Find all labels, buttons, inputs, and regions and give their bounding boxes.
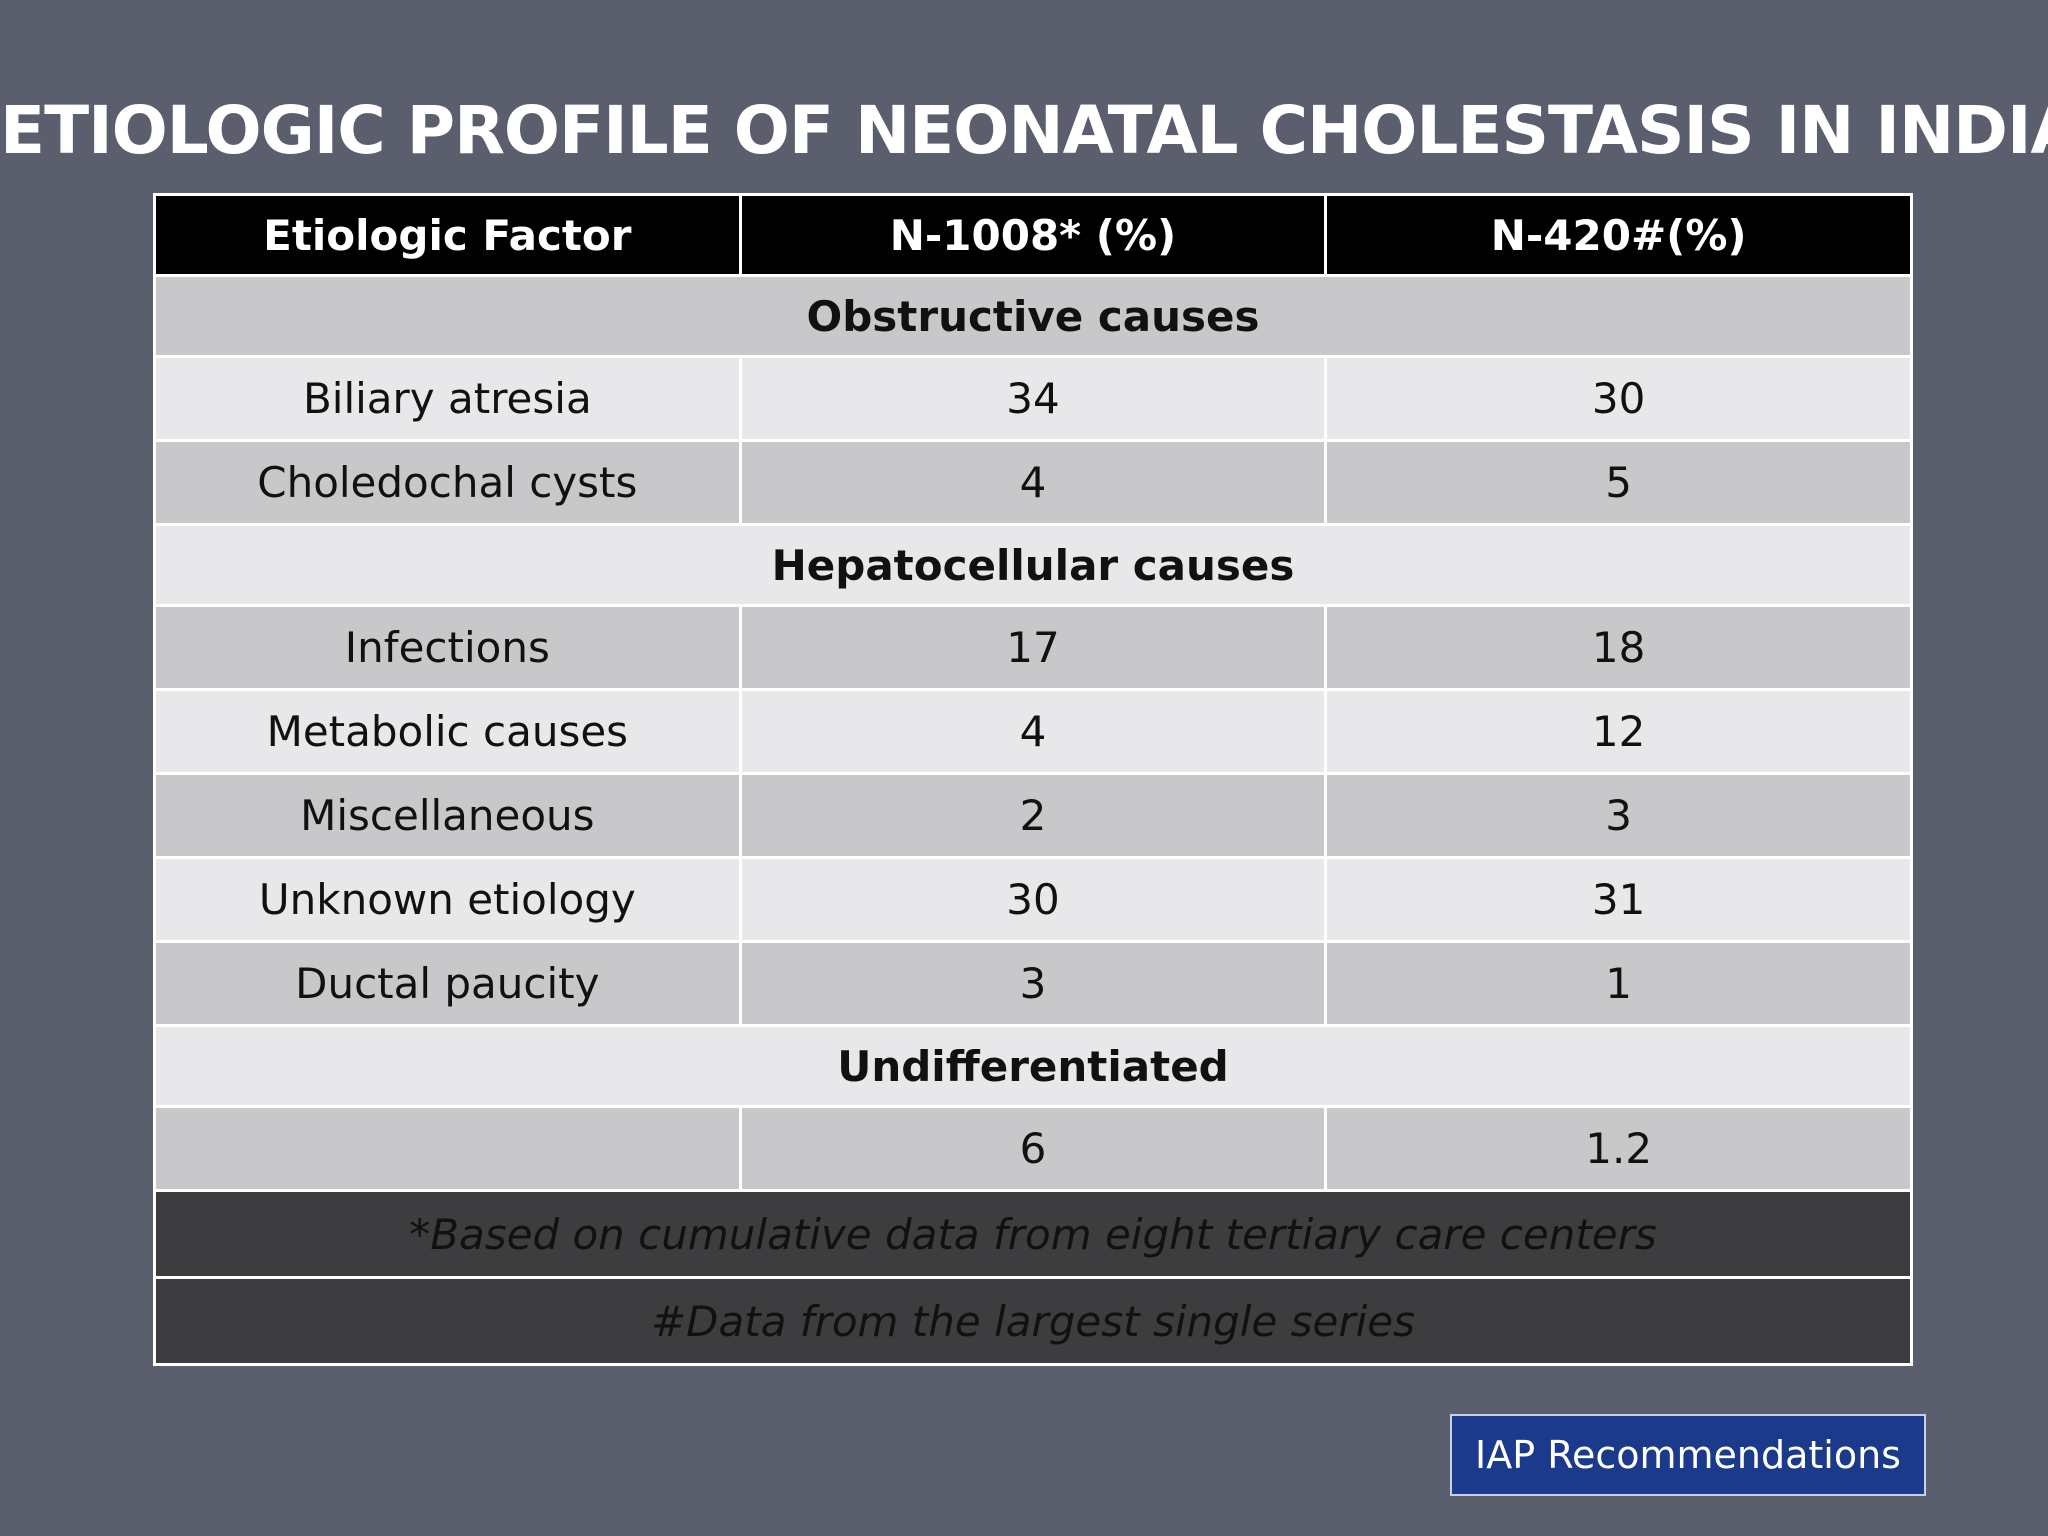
cell-n1008: 4 bbox=[738, 688, 1328, 775]
footnote-row: *Based on cumulative data from eight ter… bbox=[153, 1189, 1913, 1279]
table-row: Metabolic causes 4 12 bbox=[153, 688, 1913, 775]
row-label: Choledochal cysts bbox=[153, 439, 742, 526]
cell-n1008: 6 bbox=[738, 1105, 1328, 1192]
table-row: Ductal paucity 3 1 bbox=[153, 940, 1913, 1027]
table-row: Unknown etiology 30 31 bbox=[153, 856, 1913, 943]
cell-n1008: 3 bbox=[738, 940, 1328, 1027]
column-header-n1008: N-1008* (%) bbox=[738, 193, 1328, 277]
cell-n420: 30 bbox=[1324, 355, 1913, 442]
row-label: Ductal paucity bbox=[153, 940, 742, 1027]
table-row: 6 1.2 bbox=[153, 1105, 1913, 1192]
cell-n1008: 17 bbox=[738, 604, 1328, 691]
footnote-row: #Data from the largest single series bbox=[153, 1276, 1913, 1366]
table-row: Miscellaneous 2 3 bbox=[153, 772, 1913, 859]
column-header-n420: N-420#(%) bbox=[1324, 193, 1913, 277]
cell-n1008: 2 bbox=[738, 772, 1328, 859]
source-badge: IAP Recommendations bbox=[1450, 1414, 1926, 1496]
cell-n1008: 34 bbox=[738, 355, 1328, 442]
row-label: Biliary atresia bbox=[153, 355, 742, 442]
column-header-factor: Etiologic Factor bbox=[153, 193, 742, 277]
cell-n420: 3 bbox=[1324, 772, 1913, 859]
table-row: Infections 17 18 bbox=[153, 604, 1913, 691]
cell-n420: 18 bbox=[1324, 604, 1913, 691]
cell-n420: 5 bbox=[1324, 439, 1913, 526]
section-heading: Obstructive causes bbox=[153, 274, 1913, 358]
etiology-table: Etiologic Factor N-1008* (%) N-420#(%) O… bbox=[153, 193, 1913, 1366]
section-heading: Hepatocellular causes bbox=[153, 523, 1913, 607]
section-row-undifferentiated: Undifferentiated bbox=[153, 1024, 1913, 1108]
table-row: Biliary atresia 34 30 bbox=[153, 355, 1913, 442]
table-row: Choledochal cysts 4 5 bbox=[153, 439, 1913, 526]
section-heading: Undifferentiated bbox=[153, 1024, 1913, 1108]
row-label: Unknown etiology bbox=[153, 856, 742, 943]
cell-n420: 1 bbox=[1324, 940, 1913, 1027]
section-row-obstructive: Obstructive causes bbox=[153, 274, 1913, 358]
cell-n1008: 30 bbox=[738, 856, 1328, 943]
section-row-hepatocellular: Hepatocellular causes bbox=[153, 523, 1913, 607]
row-label: Metabolic causes bbox=[153, 688, 742, 775]
row-label bbox=[153, 1105, 742, 1192]
table-header-row: Etiologic Factor N-1008* (%) N-420#(%) bbox=[153, 193, 1913, 277]
row-label: Miscellaneous bbox=[153, 772, 742, 859]
slide-title: ETIOLOGIC PROFILE OF NEONATAL CHOLESTASI… bbox=[0, 92, 2048, 169]
cell-n420: 12 bbox=[1324, 688, 1913, 775]
cell-n420: 1.2 bbox=[1324, 1105, 1913, 1192]
footnote-single-series: #Data from the largest single series bbox=[153, 1276, 1913, 1366]
cell-n420: 31 bbox=[1324, 856, 1913, 943]
footnote-cumulative: *Based on cumulative data from eight ter… bbox=[153, 1189, 1913, 1279]
row-label: Infections bbox=[153, 604, 742, 691]
cell-n1008: 4 bbox=[738, 439, 1328, 526]
